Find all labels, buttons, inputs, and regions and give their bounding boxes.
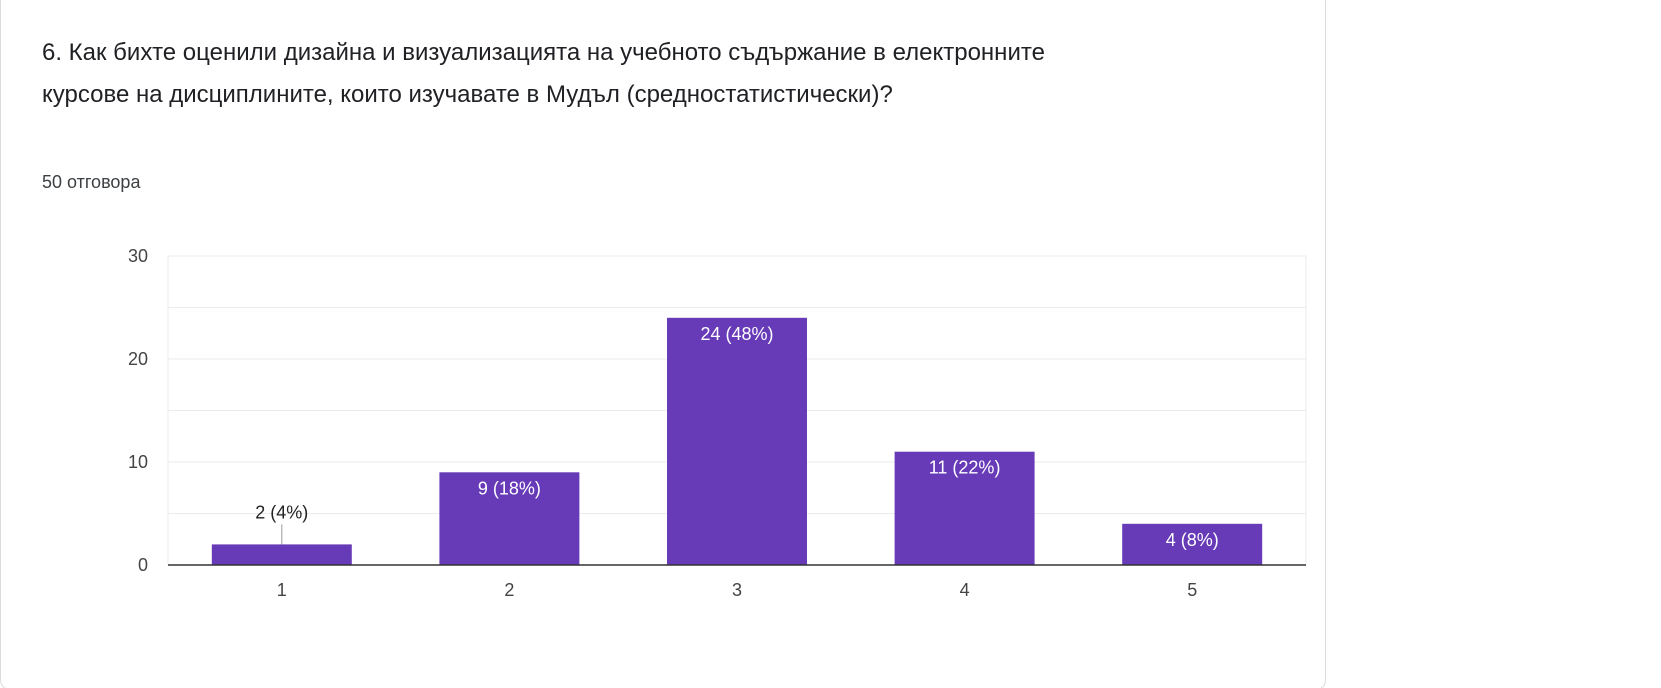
data-label: 24 (48%) [700,324,773,344]
x-tick-label: 4 [960,580,970,600]
data-label: 9 (18%) [478,478,541,498]
response-count: 50 отговора [42,172,141,192]
x-tick-label: 5 [1187,580,1197,600]
x-tick-label: 3 [732,580,742,600]
data-label: 11 (22%) [929,458,1001,478]
bars-layer [211,317,1263,565]
bar-3 [667,317,807,565]
bar-4 [894,451,1035,565]
y-tick-label: 30 [128,246,148,266]
y-tick-label: 10 [128,452,148,472]
labels-layer: 2 (4%) 9 (18%) 24 (48%) 11 (22%) 4 (8%) [255,324,1218,550]
question-card [0,0,1326,688]
y-tick-label: 0 [138,555,148,575]
bar-1 [211,544,352,565]
bar-2 [439,472,580,565]
question-title: 6. Как бихте оценили дизайна и визуализа… [42,39,1045,108]
data-label: 2 (4%) [255,502,308,522]
axis-layer: 0 10 20 30 1 2 3 4 5 [128,246,1306,600]
x-tick-label: 2 [504,580,514,600]
data-label: 4 (8%) [1166,530,1219,550]
x-tick-label: 1 [277,580,287,600]
y-tick-label: 20 [128,349,148,369]
bar-5 [1122,523,1263,565]
